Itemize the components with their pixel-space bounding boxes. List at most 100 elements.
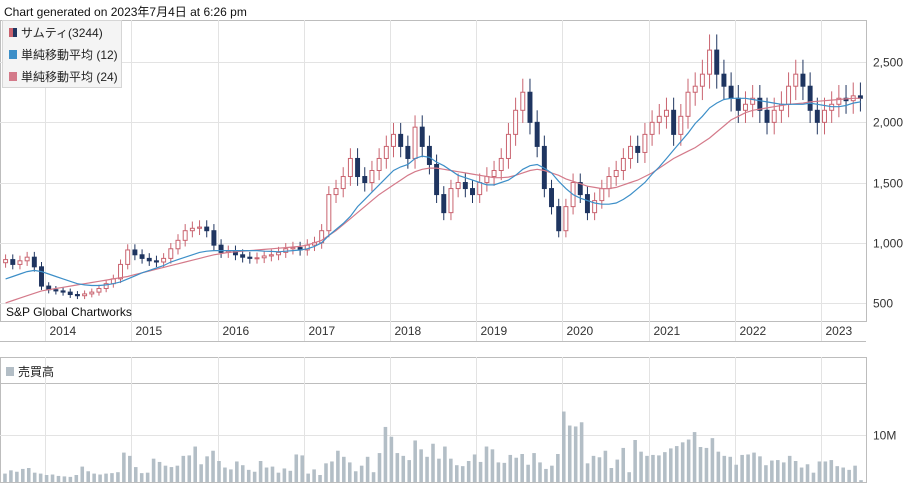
candle-down: [577, 182, 583, 196]
volume-y-tick-label: 10M: [873, 429, 896, 443]
candle-up: [347, 157, 353, 178]
candle-up: [793, 73, 799, 87]
volume-bar: [443, 446, 447, 482]
volume-bar: [240, 465, 245, 482]
generated-timestamp: Chart generated on 2023年7月4日 at 6:26 pm: [4, 5, 247, 19]
volume-bar: [9, 470, 13, 482]
volume-bar: [633, 440, 637, 482]
price-plot-frame: [0, 20, 867, 322]
candle-up: [642, 133, 648, 153]
volume-bar: [645, 455, 649, 482]
volume-bar: [805, 464, 810, 482]
volume-bar: [776, 460, 780, 482]
candle-down: [240, 254, 246, 258]
candle-down: [757, 97, 763, 111]
volume-bar: [92, 473, 96, 482]
candle-up: [391, 133, 396, 147]
volume-bar: [758, 456, 762, 482]
candle-up: [592, 200, 598, 214]
candle-down: [857, 95, 863, 99]
volume-bar: [573, 426, 578, 482]
volume-bar: [615, 459, 620, 482]
volume-bar: [550, 465, 554, 482]
x-tick-label: 2022: [740, 324, 767, 338]
volume-bar: [478, 461, 483, 482]
volume-bar: [544, 468, 548, 482]
volume-bar: [175, 465, 180, 482]
candle-up: [197, 226, 203, 229]
volume-bar: [294, 454, 299, 482]
y-tick-label: 2,500: [873, 56, 903, 70]
volume-bar: [38, 473, 43, 482]
candle-up: [477, 182, 483, 196]
volume-bar: [710, 438, 715, 482]
volume-panel-title: 売買高: [6, 363, 54, 380]
volume-bar: [781, 462, 786, 482]
volume-bar: [383, 426, 388, 482]
volume-bar: [562, 411, 566, 482]
candle-up: [491, 170, 497, 178]
candle-up: [168, 248, 174, 259]
candle-up: [628, 145, 634, 159]
candle-down: [735, 97, 741, 111]
candle-down: [74, 294, 80, 297]
candle-up: [24, 256, 30, 262]
volume-bar: [133, 467, 138, 482]
candle-down: [204, 226, 210, 232]
volume-bar: [627, 472, 631, 482]
volume-bar: [205, 456, 209, 482]
volume-bar: [597, 457, 602, 482]
candle-down: [721, 73, 727, 87]
volume-bar: [312, 469, 316, 482]
volume-bar: [187, 455, 192, 482]
candle-down: [405, 145, 411, 159]
volume-bar: [306, 473, 310, 482]
candle-down: [462, 182, 468, 190]
volume-bar: [680, 442, 685, 482]
volume-bar: [377, 453, 382, 482]
volume-bar: [258, 461, 263, 482]
candle-up: [822, 109, 827, 123]
x-tick-label: 2019: [481, 324, 508, 338]
candle-up: [742, 103, 748, 111]
volume-bar: [752, 452, 756, 482]
volume-bar: [270, 466, 275, 482]
volume-bar: [342, 456, 346, 482]
candle-up: [498, 157, 504, 172]
candle-down: [355, 157, 361, 178]
volume-bar: [722, 455, 727, 482]
volume-bar: [859, 480, 863, 482]
candle-up: [3, 259, 9, 264]
volume-bar: [282, 468, 287, 482]
candle-down: [67, 291, 73, 296]
candle-down: [362, 176, 368, 184]
volume-bar: [728, 456, 733, 482]
candle-up: [448, 188, 454, 214]
volume-bar: [454, 465, 459, 482]
volume-swatch-icon: [6, 367, 14, 376]
candle-up: [326, 194, 332, 232]
volume-bar: [193, 446, 197, 482]
volume-bar: [157, 461, 162, 482]
candle-up: [786, 85, 792, 105]
legend-label-ma12: 単純移動平均 (12): [21, 48, 118, 62]
volume-bar: [746, 454, 750, 482]
volume-bar: [26, 468, 31, 482]
volume-bar: [252, 471, 257, 482]
candle-up: [276, 251, 282, 256]
candle-down: [53, 289, 59, 292]
candle-down: [814, 109, 820, 123]
volume-bar: [128, 455, 132, 482]
candle-down: [39, 266, 44, 287]
volume-bar: [663, 452, 667, 482]
x-tick-label: 2020: [567, 324, 594, 338]
volume-bar: [823, 461, 828, 482]
candle-up: [89, 291, 95, 295]
volume-bar: [639, 451, 643, 482]
y-tick-label: 1,500: [873, 177, 903, 191]
volume-bar: [692, 432, 697, 482]
price-panel: 500 1,000 1,500 2,000 2,500 2014 2015 2016 2017 2…: [0, 20, 903, 342]
candle-up: [620, 157, 626, 172]
candle-up: [118, 263, 124, 280]
volume-bar: [401, 455, 406, 482]
